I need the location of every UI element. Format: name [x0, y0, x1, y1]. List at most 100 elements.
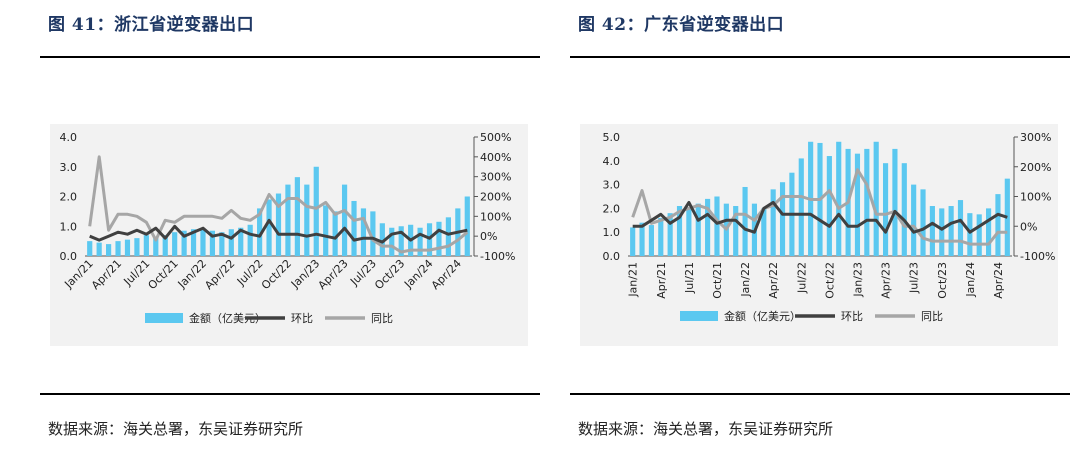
bar — [134, 238, 140, 256]
bar — [323, 205, 329, 256]
bar — [87, 241, 93, 256]
source-note: 数据来源：海关总署，东吴证券研究所 — [578, 420, 834, 438]
bar — [967, 213, 973, 256]
figure-title: 图 41：浙江省逆变器出口 — [48, 15, 255, 35]
bar — [351, 200, 357, 256]
bar — [798, 158, 804, 256]
bar — [360, 208, 367, 256]
y-right-tick-label: 300% — [1020, 131, 1051, 144]
y-right-tick-label: 500% — [480, 131, 511, 144]
y-left-tick-label: 4.0 — [603, 155, 621, 168]
legend-bar-label: 金额（亿美元） — [189, 311, 266, 325]
bar — [190, 229, 197, 256]
source-note: 数据来源：海关总署，东吴证券研究所 — [48, 420, 304, 438]
bar — [417, 227, 423, 256]
bar — [464, 196, 470, 256]
y-left-tick-label: 1.0 — [60, 220, 78, 233]
figure-42-panel: 图 42：广东省逆变器出口 0.0 1.0 2.0 3.0 4.0 5.0 -100% 0% 1… — [570, 0, 1070, 449]
bar — [686, 208, 692, 256]
y-left-tick-label: 2.0 — [60, 191, 78, 204]
bar — [957, 200, 964, 256]
bar — [332, 211, 338, 256]
line-series-yoy — [631, 168, 1008, 246]
bar — [257, 208, 263, 256]
bar — [1004, 178, 1010, 256]
guangdong-inverter-export-chart: 0.0 1.0 2.0 3.0 4.0 5.0 -100% 0% 100% 200% 300% Jan… — [603, 131, 1056, 323]
line-series-mom — [632, 200, 1008, 234]
bar — [901, 163, 907, 256]
bar — [275, 193, 282, 256]
x-tick-label: Apr/23 — [880, 262, 893, 299]
y-right-tick-label: 0% — [1020, 220, 1037, 233]
legend-bar-swatch — [145, 313, 183, 323]
bar — [892, 148, 898, 256]
y-right-tick-label: 200% — [1020, 161, 1051, 174]
bar — [929, 206, 935, 256]
legend-yoy-label: 同比 — [371, 312, 393, 325]
bar — [379, 223, 385, 256]
bar — [398, 226, 404, 256]
bar — [341, 184, 348, 256]
line-series-mom — [89, 218, 468, 244]
line-series-yoy — [88, 155, 469, 254]
top-rule — [40, 56, 540, 58]
bar — [630, 227, 636, 256]
bar — [826, 156, 832, 256]
y-left-tick-label: 5.0 — [603, 131, 621, 144]
bar — [986, 208, 992, 256]
bar — [124, 239, 131, 256]
bar — [247, 224, 253, 256]
y-left-tick-label: 3.0 — [60, 161, 78, 174]
x-tick-label: Oct/21 — [711, 262, 724, 299]
bar — [436, 221, 442, 256]
legend-mom-label: 环比 — [291, 312, 313, 325]
bar — [882, 163, 889, 256]
bar — [667, 213, 673, 256]
y-right-tick-label: 0% — [480, 230, 497, 243]
zhejiang-inverter-export-chart: 0.0 1.0 2.0 3.0 4.0 -100% 0% 100% 200% 300% 400% 50… — [60, 131, 516, 325]
x-tick-label: Jul/22 — [795, 262, 808, 294]
bar — [770, 189, 776, 256]
legend-bar-swatch — [680, 311, 718, 321]
x-tick-label: Oct/22 — [259, 257, 294, 292]
bar — [106, 244, 112, 256]
bar — [143, 235, 149, 256]
y-right-tick-label: -100% — [480, 250, 515, 263]
y-left-tick-label: 4.0 — [60, 131, 78, 144]
x-tick-label: Apr/23 — [316, 257, 351, 292]
y-right-tick-label: 200% — [480, 191, 511, 204]
x-tick-label: Jan/22 — [739, 262, 752, 298]
bar — [705, 198, 711, 256]
legend-bar-label: 金额（亿美元） — [724, 309, 801, 323]
figure-title: 图 42：广东省逆变器出口 — [578, 15, 785, 35]
x-tick-label: Jan/24 — [964, 262, 977, 298]
bar — [389, 227, 395, 256]
bar — [939, 208, 945, 256]
bar — [648, 225, 654, 256]
bottom-rule — [570, 393, 1070, 395]
bar — [219, 232, 225, 256]
bar — [779, 182, 786, 256]
bar — [695, 203, 701, 256]
y-left-tick-label: 0.0 — [60, 250, 78, 263]
x-tick-label: Oct/22 — [823, 262, 836, 299]
bar — [266, 199, 272, 256]
x-tick-label: Jan/24 — [401, 257, 435, 291]
bar — [115, 241, 121, 256]
bar — [676, 206, 683, 256]
bar — [920, 189, 926, 256]
x-tick-label: Jan/21 — [627, 262, 640, 298]
y-left-tick-label: 1.0 — [603, 226, 621, 239]
bar — [854, 153, 861, 256]
bar — [976, 214, 982, 256]
bar — [658, 217, 664, 256]
y-right-tick-label: -100% — [1020, 250, 1055, 263]
bar — [714, 196, 720, 256]
bar — [285, 184, 291, 256]
bar — [873, 141, 879, 256]
x-tick-label: Jul/23 — [908, 262, 921, 294]
legend-mom-label: 环比 — [841, 310, 863, 323]
x-tick-label: Jan/22 — [175, 257, 209, 291]
y-right-tick-label: 400% — [480, 151, 511, 164]
bar — [948, 206, 954, 256]
